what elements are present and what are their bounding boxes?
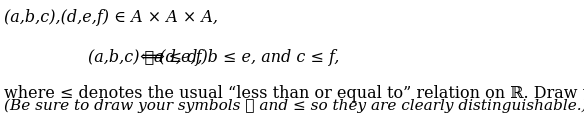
Text: ⟺: ⟺ (140, 49, 164, 65)
Text: (a,b,c) ≼ (d,e,f): (a,b,c) ≼ (d,e,f) (88, 49, 208, 65)
Text: (a,b,c),(d,e,f) ∈ A × A × A,: (a,b,c),(d,e,f) ∈ A × A × A, (4, 9, 218, 26)
Text: (Be sure to draw your symbols ≼ and ≤ so they are clearly distinguishable.): (Be sure to draw your symbols ≼ and ≤ so… (4, 98, 584, 112)
Text: where ≤ denotes the usual “less than or equal to” relation on ℝ. Draw the Hasse : where ≤ denotes the usual “less than or … (4, 84, 584, 101)
Text: a ≤ d, b ≤ e, and c ≤ f,: a ≤ d, b ≤ e, and c ≤ f, (154, 49, 340, 65)
